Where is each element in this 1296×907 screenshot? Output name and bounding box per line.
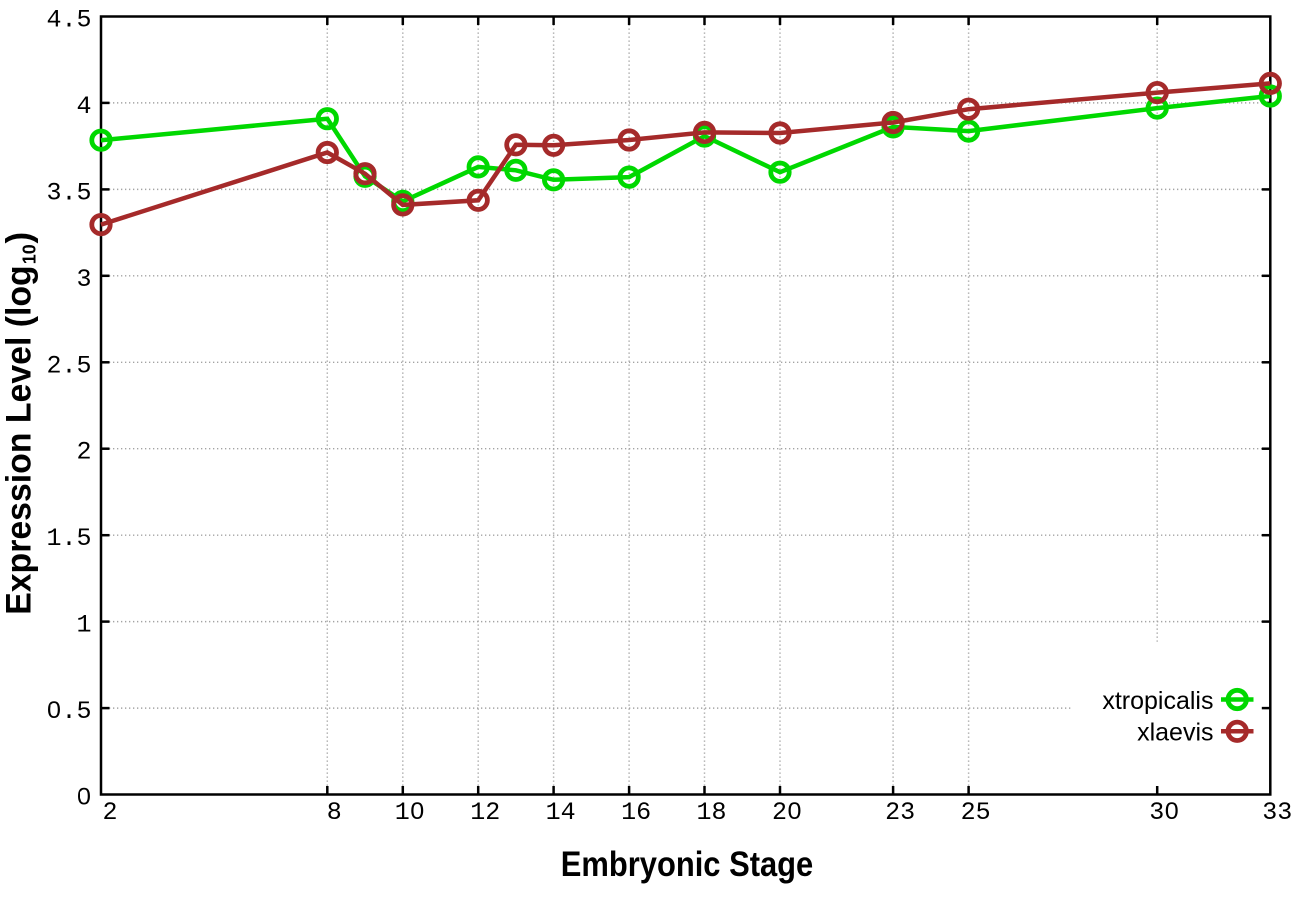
svg-text:0.5: 0.5 (46, 697, 91, 726)
svg-text:xlaevis: xlaevis (1137, 719, 1213, 747)
svg-text:12: 12 (470, 798, 500, 827)
svg-text:14: 14 (546, 798, 576, 827)
svg-text:10: 10 (19, 244, 39, 264)
svg-text:): ) (0, 232, 39, 244)
svg-text:2: 2 (102, 798, 117, 827)
svg-text:xtropicalis: xtropicalis (1102, 687, 1213, 715)
svg-text:8: 8 (327, 798, 342, 827)
svg-text:10: 10 (395, 798, 425, 827)
svg-text:1: 1 (76, 611, 91, 640)
svg-text:20: 20 (772, 798, 802, 827)
svg-text:33: 33 (1262, 798, 1292, 827)
svg-text:Expression Level (log: Expression Level (log (0, 265, 39, 615)
svg-text:23: 23 (885, 798, 915, 827)
svg-text:2: 2 (76, 438, 91, 467)
svg-text:18: 18 (696, 798, 726, 827)
svg-text:16: 16 (621, 798, 651, 827)
svg-text:4: 4 (76, 92, 91, 121)
svg-text:30: 30 (1149, 798, 1179, 827)
svg-text:2.5: 2.5 (46, 351, 91, 380)
svg-text:25: 25 (961, 798, 991, 827)
svg-text:1.5: 1.5 (46, 524, 91, 553)
svg-text:4.5: 4.5 (46, 6, 91, 35)
svg-text:3.5: 3.5 (46, 178, 91, 207)
svg-text:3: 3 (76, 265, 91, 294)
svg-text:Embryonic Stage: Embryonic Stage (561, 845, 814, 884)
